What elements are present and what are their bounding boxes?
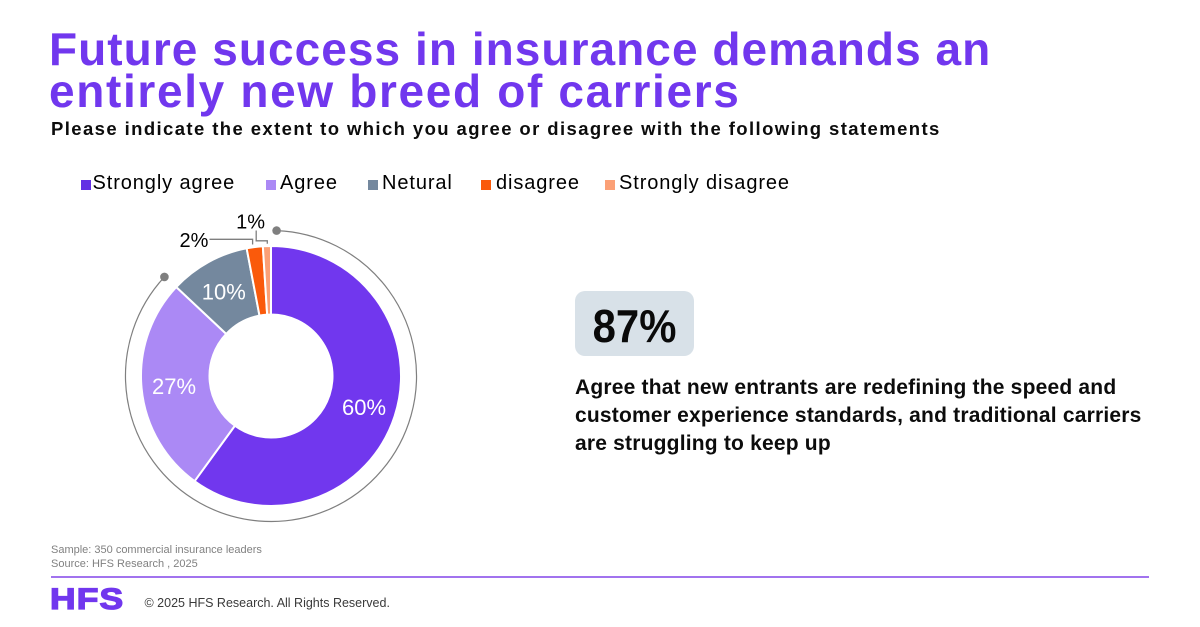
svg-text:60%: 60% — [342, 395, 386, 420]
svg-text:27%: 27% — [152, 374, 196, 399]
svg-text:1%: 1% — [236, 212, 265, 234]
svg-text:10%: 10% — [202, 279, 246, 304]
svg-text:2%: 2% — [180, 230, 209, 252]
